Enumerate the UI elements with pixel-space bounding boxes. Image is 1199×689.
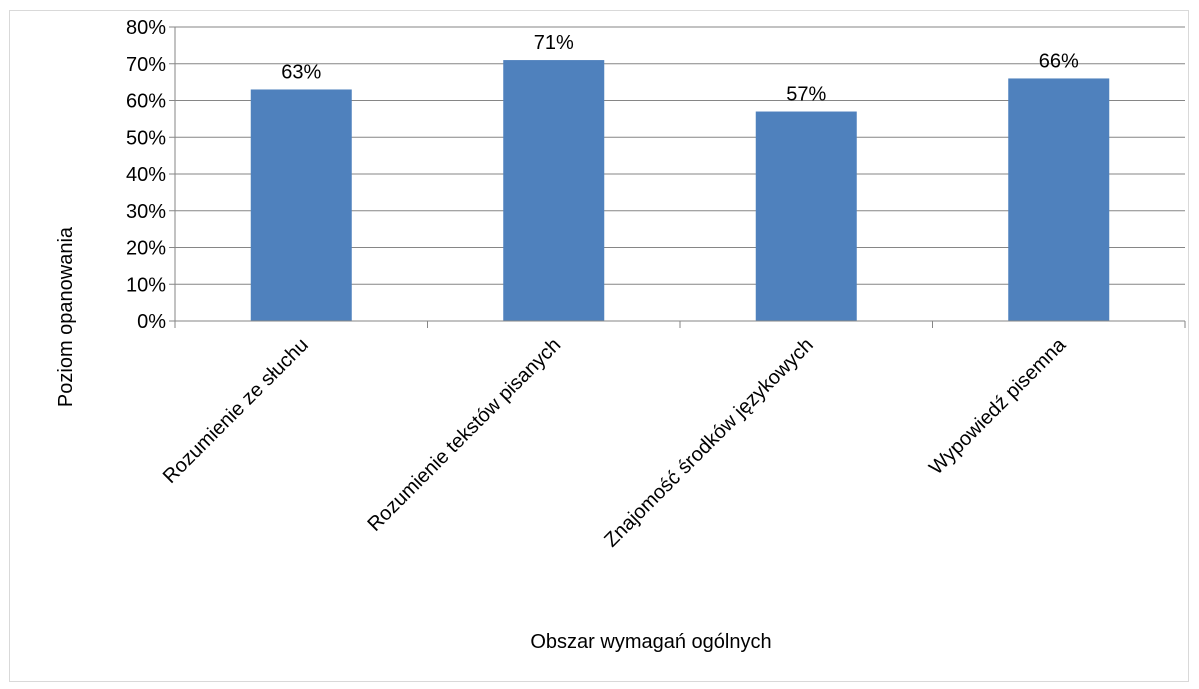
- data-label: 63%: [281, 61, 321, 83]
- bar: [503, 60, 605, 321]
- y-axis-title: Poziom opanowania: [55, 226, 77, 407]
- y-tick-label: 30%: [126, 201, 166, 223]
- y-tick-label: 40%: [126, 164, 166, 186]
- y-tick-label: 60%: [126, 91, 166, 113]
- x-category-label: Wypowiedź pisemna: [925, 333, 1071, 479]
- bar: [1008, 78, 1110, 321]
- y-tick-label: 80%: [126, 17, 166, 39]
- y-tick-label: 50%: [126, 127, 166, 149]
- y-tick-label: 10%: [126, 274, 166, 296]
- y-tick-label: 70%: [126, 54, 166, 76]
- axes: [169, 26, 1186, 328]
- bars: [250, 60, 1110, 322]
- data-label: 66%: [1039, 50, 1079, 72]
- y-tick-label: 0%: [137, 311, 166, 333]
- bar: [250, 89, 352, 321]
- x-axis-title: Obszar wymagań ogólnych: [530, 631, 771, 653]
- data-label: 71%: [534, 32, 574, 54]
- bar: [755, 111, 857, 322]
- x-category-label: Rozumienie ze słuchu: [159, 334, 313, 488]
- x-category-label: Znajomość środków językowych: [600, 334, 818, 552]
- y-tick-label: 20%: [126, 238, 166, 260]
- data-label: 57%: [786, 84, 826, 106]
- x-category-label: Rozumienie tekstów pisanych: [363, 334, 565, 536]
